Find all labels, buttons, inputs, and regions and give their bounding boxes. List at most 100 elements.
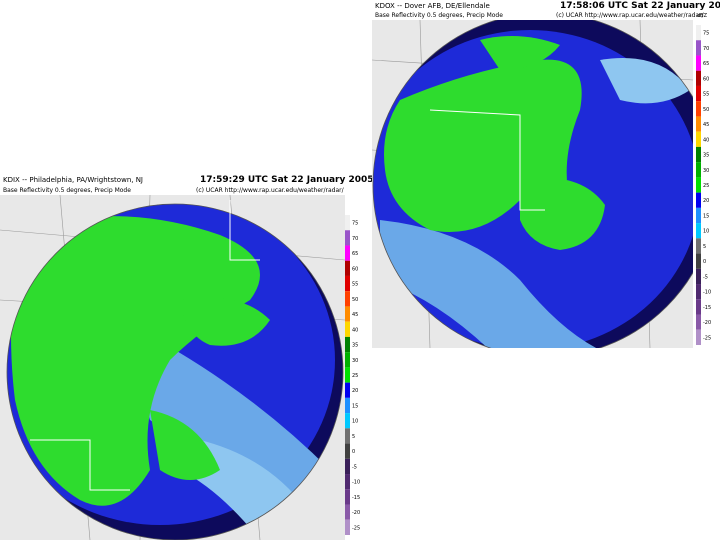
left-station: KDIX -- Philadelphia, PA/Wrightstown, NJ bbox=[3, 176, 143, 184]
scale-swatch bbox=[345, 519, 350, 535]
scale-swatch bbox=[345, 443, 350, 459]
scale-label: 75 bbox=[352, 221, 358, 227]
scale-swatch bbox=[345, 397, 350, 414]
scale-swatch bbox=[345, 352, 350, 368]
scale-label: 45 bbox=[352, 312, 358, 318]
scale-label: 25 bbox=[703, 183, 709, 189]
right-color-scale: 757065605550454035302520151050-5-10-15-2… bbox=[696, 25, 711, 345]
right-credit: (c) UCAR http://www.rap.ucar.edu/weather… bbox=[556, 12, 705, 19]
scale-swatch bbox=[345, 336, 350, 353]
scale-label: 30 bbox=[352, 358, 358, 364]
left-product: Base Reflectivity 0.5 degrees, Precip Mo… bbox=[3, 187, 131, 194]
scale-label: 55 bbox=[703, 92, 709, 98]
scale-swatch bbox=[696, 70, 701, 86]
right-radar-map bbox=[372, 20, 693, 348]
scale-swatch bbox=[345, 367, 350, 383]
scale-swatch bbox=[696, 223, 701, 239]
scale-swatch bbox=[345, 474, 350, 490]
scale-label: 40 bbox=[703, 137, 709, 143]
scale-swatch bbox=[345, 306, 350, 322]
scale-label: 5 bbox=[703, 244, 706, 250]
scale-label: 35 bbox=[703, 153, 709, 159]
scale-label: 0 bbox=[352, 449, 355, 455]
left-radar-panel: KDIX -- Philadelphia, PA/Wrightstown, NJ… bbox=[0, 168, 374, 540]
scale-swatch bbox=[345, 230, 350, 246]
scale-label: 20 bbox=[352, 388, 358, 394]
scale-swatch bbox=[345, 504, 350, 520]
right-station: KDOX -- Dover AFB, DE/Ellendale bbox=[375, 2, 490, 10]
scale-label: 35 bbox=[352, 343, 358, 349]
scale-label: 40 bbox=[352, 327, 358, 333]
scale-swatch bbox=[345, 458, 350, 475]
scale-swatch bbox=[696, 55, 701, 71]
scale-swatch bbox=[696, 116, 701, 132]
scale-swatch bbox=[345, 413, 350, 429]
scale-label: -5 bbox=[703, 274, 708, 280]
scale-swatch bbox=[696, 299, 701, 315]
scale-swatch bbox=[345, 489, 350, 505]
scale-swatch bbox=[696, 238, 701, 254]
scale-label: -5 bbox=[352, 464, 357, 470]
scale-swatch bbox=[696, 192, 701, 208]
scale-label: 30 bbox=[703, 168, 709, 174]
scale-label: 75 bbox=[703, 31, 709, 37]
scale-label: 20 bbox=[703, 198, 709, 204]
scale-label: 15 bbox=[703, 213, 709, 219]
right-time: 17:58:06 UTC Sat 22 January 2005 bbox=[560, 1, 720, 11]
scale-label: 25 bbox=[352, 373, 358, 379]
scale-swatch bbox=[345, 215, 350, 231]
left-credit: (c) UCAR http://www.rap.ucar.edu/weather… bbox=[196, 187, 345, 194]
scale-label: -20 bbox=[352, 510, 360, 516]
scale-label: 10 bbox=[352, 419, 358, 425]
scale-swatch bbox=[696, 131, 701, 147]
scale-swatch bbox=[696, 101, 701, 117]
scale-swatch bbox=[696, 25, 701, 41]
scale-label: -15 bbox=[352, 495, 360, 501]
scale-swatch bbox=[696, 40, 701, 56]
right-product: Base Reflectivity 0.5 degrees, Precip Mo… bbox=[375, 12, 503, 19]
scale-label: 50 bbox=[703, 107, 709, 113]
scale-label: 60 bbox=[352, 266, 358, 272]
scale-label: -25 bbox=[703, 335, 711, 341]
scale-swatch bbox=[345, 275, 350, 292]
scale-swatch bbox=[345, 382, 350, 398]
scale-label: 0 bbox=[703, 259, 706, 265]
scale-label: -20 bbox=[703, 320, 711, 326]
scale-label: 45 bbox=[703, 122, 709, 128]
scale-swatch bbox=[696, 146, 701, 163]
scale-label: -10 bbox=[352, 480, 360, 486]
right-radar-panel: KDOX -- Dover AFB, DE/Ellendale 17:58:06… bbox=[372, 0, 720, 348]
scale-swatch bbox=[696, 329, 701, 345]
scale-label: 60 bbox=[703, 76, 709, 82]
scale-label: 15 bbox=[352, 403, 358, 409]
scale-label: 65 bbox=[703, 61, 709, 67]
scale-label: 50 bbox=[352, 297, 358, 303]
scale-swatch bbox=[696, 162, 701, 178]
left-color-scale: 757065605550454035302520151050-5-10-15-2… bbox=[345, 215, 360, 535]
scale-label: 55 bbox=[352, 282, 358, 288]
scale-label: 5 bbox=[352, 434, 355, 440]
scale-swatch bbox=[696, 268, 701, 285]
scale-swatch bbox=[696, 284, 701, 300]
scale-swatch bbox=[696, 314, 701, 330]
scale-label: 70 bbox=[703, 46, 709, 52]
scale-label: -25 bbox=[352, 525, 360, 531]
scale-label: -15 bbox=[703, 305, 711, 311]
scale-swatch bbox=[345, 245, 350, 261]
scale-label: -10 bbox=[703, 290, 711, 296]
scale-swatch bbox=[345, 291, 350, 307]
right-scale-unit: dBZ bbox=[697, 13, 708, 19]
left-radar-map bbox=[0, 195, 345, 540]
scale-label: 70 bbox=[352, 236, 358, 242]
scale-swatch bbox=[345, 260, 350, 276]
scale-swatch bbox=[696, 85, 701, 102]
scale-swatch bbox=[696, 207, 701, 224]
scale-label: 10 bbox=[703, 229, 709, 235]
scale-swatch bbox=[696, 253, 701, 269]
scale-swatch bbox=[345, 428, 350, 444]
scale-label: 65 bbox=[352, 251, 358, 257]
scale-swatch bbox=[696, 177, 701, 193]
scale-swatch bbox=[345, 321, 350, 337]
left-time: 17:59:29 UTC Sat 22 January 2005 bbox=[200, 175, 374, 185]
